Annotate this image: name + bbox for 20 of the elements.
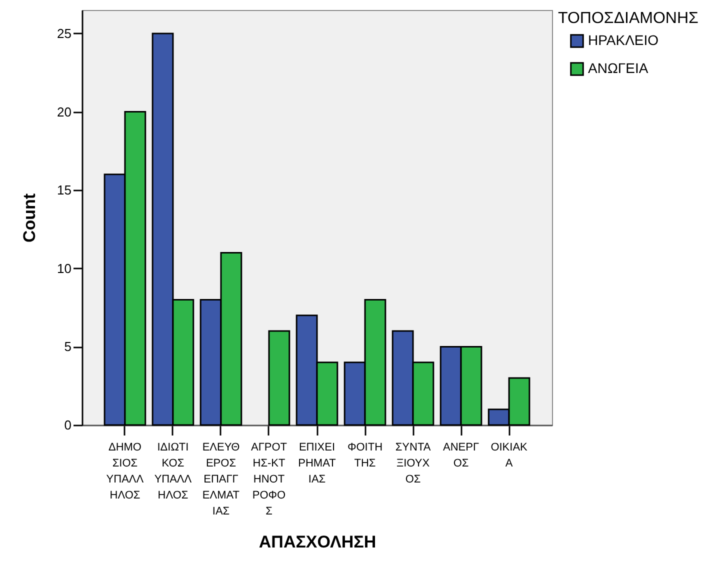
x-tick-label: ΕΛΕΥΘΕΡΟΣ ΕΠΑΓΓΕΛΜΑΤΙΑΣ <box>202 442 240 518</box>
y-tick-label: 10 <box>57 260 72 276</box>
x-tick-label: ΦΟΙΤΗΤΗΣ <box>347 442 383 470</box>
x-tick-label: ΟΙΚΙΑΚΑ <box>490 442 528 470</box>
legend-title: ΤΟΠΟΣΔΙΑΜΟΝΗΣ <box>558 10 699 27</box>
y-tick-label: 25 <box>57 26 72 41</box>
y-tick-label: 20 <box>57 104 72 120</box>
x-tick-label: ΕΠΙΧΕΙΡΗΜΑΤΙΑΣ <box>298 442 336 486</box>
y-tick-label: 5 <box>64 339 72 354</box>
y-tick-label: 15 <box>57 182 72 198</box>
x-tick-label: ΙΔΙΩΤΙΚΟΣ ΥΠΑΛΛΗΛΟΣ <box>154 442 192 502</box>
x-tick-label: ΔΗΜΟΣΙΟΣ ΥΠΑΛΛΗΛΟΣ <box>106 442 144 502</box>
x-tick-label: ΑΝΕΡΓΟΣ <box>443 442 480 470</box>
legend-label: ΑΝΩΓΕΙΑ <box>588 60 649 76</box>
legend-label: ΗΡΑΚΛΕΙΟ <box>588 32 659 48</box>
x-tick-label: ΣΥΝΤΑΞΙΟΥΧΟΣ <box>395 442 432 486</box>
y-tick-label: 0 <box>64 418 72 432</box>
x-tick-label: ΑΓΡΟΤΗΣ-ΚΤΗΝΟΤΡΟΦΟΣ <box>250 442 288 518</box>
x-axis-title: ΑΠΑΣΧΟΛΗΣΗ <box>258 532 376 552</box>
y-axis-title: Count <box>20 193 40 243</box>
